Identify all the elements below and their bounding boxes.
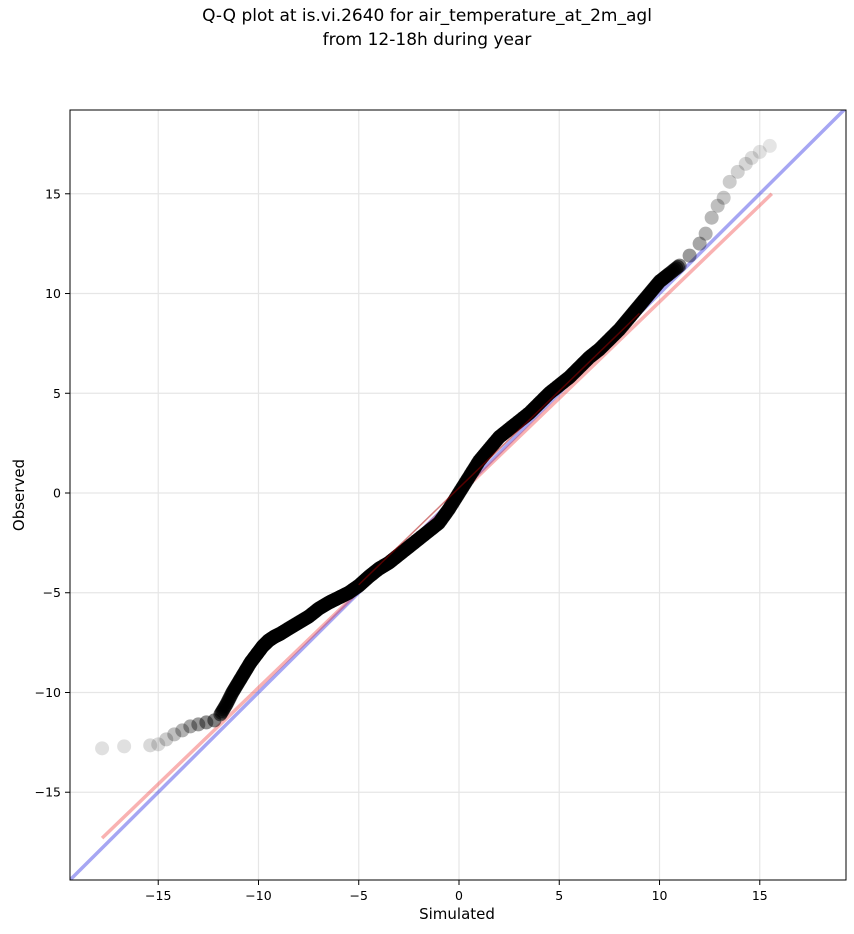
qq-point (672, 258, 687, 273)
chart-title-line-1: Q-Q plot at is.vi.2640 for air_temperatu… (202, 6, 652, 26)
qq-point (175, 723, 190, 738)
qq-point (167, 727, 182, 742)
plot-area-frame (69, 109, 847, 881)
y-tick-label: 10 (45, 286, 61, 301)
y-tick-label: −15 (35, 785, 61, 800)
fit-line-overlay (358, 312, 640, 586)
qq-point (95, 741, 110, 756)
data-points (95, 138, 777, 756)
y-tick-label: 0 (53, 486, 61, 501)
x-axis-label: Simulated (419, 905, 495, 923)
x-axis-ticks: −15 −10 −5 0 5 10 15 (145, 880, 768, 903)
qq-point (710, 198, 725, 213)
y-tick-label: −10 (35, 685, 61, 700)
qq-point (191, 717, 206, 732)
qq-point (151, 737, 166, 752)
qq-point (730, 164, 745, 179)
qq-point (762, 138, 777, 153)
x-tick-label: −15 (145, 888, 171, 903)
qq-point (143, 738, 158, 753)
qq-point (183, 719, 198, 734)
qq-point (117, 739, 132, 754)
y-tick-label: 5 (53, 386, 61, 401)
qq-point (159, 732, 174, 747)
qq-point (752, 144, 767, 159)
x-tick-label: 0 (455, 888, 463, 903)
y-tick-label: −5 (43, 585, 61, 600)
x-tick-label: 15 (752, 888, 768, 903)
qq-point (744, 150, 759, 165)
qq-point (692, 236, 707, 251)
qq-point (704, 210, 719, 225)
chart-title-line-2: from 12-18h during year (322, 30, 532, 50)
x-tick-label: 10 (652, 888, 668, 903)
qq-point (738, 156, 753, 171)
qq-point (722, 174, 737, 189)
x-tick-label: −10 (245, 888, 271, 903)
x-tick-label: −5 (350, 888, 368, 903)
y-axis-ticks: −15 −10 −5 0 5 10 15 (35, 186, 70, 800)
y-axis-label: Observed (10, 458, 28, 532)
qq-point (716, 190, 731, 205)
x-tick-label: 5 (555, 888, 563, 903)
y-tick-label: 15 (45, 186, 61, 201)
qq-point (698, 226, 713, 241)
qq-point (682, 248, 697, 263)
